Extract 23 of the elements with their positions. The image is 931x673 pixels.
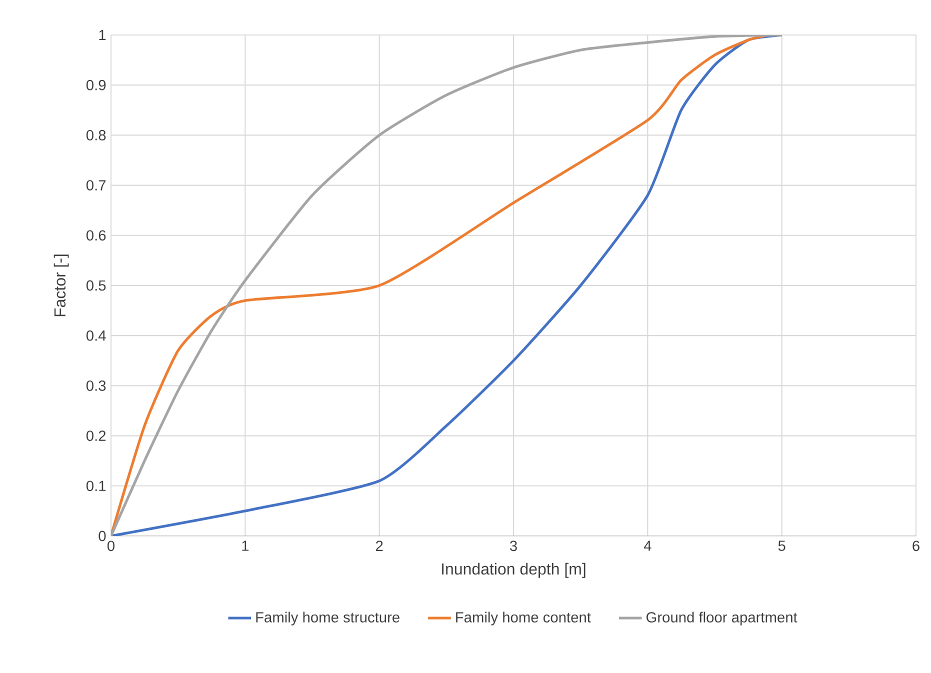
y-tick-label: 0.2 [86,430,106,441]
x-tick-label: 4 [644,540,652,551]
x-tick-label: 3 [510,540,517,552]
x-tick-label: 0 [107,540,114,552]
legend-label: Family home content [456,612,591,626]
x-axis-title: Inundation depth [m] [442,562,586,578]
y-axis-title: Factor [-] [54,254,69,316]
x-tick-label: 1 [242,540,249,551]
legend-label: Ground floor apartment [646,612,798,626]
x-tick-label: 2 [376,540,383,551]
y-tick-label: 0.4 [86,330,106,341]
y-tick-label: 0.6 [86,230,106,241]
y-tick-label: 0.5 [86,280,106,291]
x-tick-label: 5 [778,540,786,551]
legend-label: Family home structure [256,612,400,626]
y-tick-label: 0.3 [86,380,106,391]
y-tick-label: 0.7 [86,180,106,190]
y-tick-label: 0.8 [86,130,106,140]
y-tick-label: 0.9 [86,80,106,90]
y-tick-label: 0.1 [86,480,106,492]
x-tick-label: 6 [912,540,920,552]
y-tick-label: 0 [98,530,106,542]
y-tick-label: 1 [99,30,106,40]
